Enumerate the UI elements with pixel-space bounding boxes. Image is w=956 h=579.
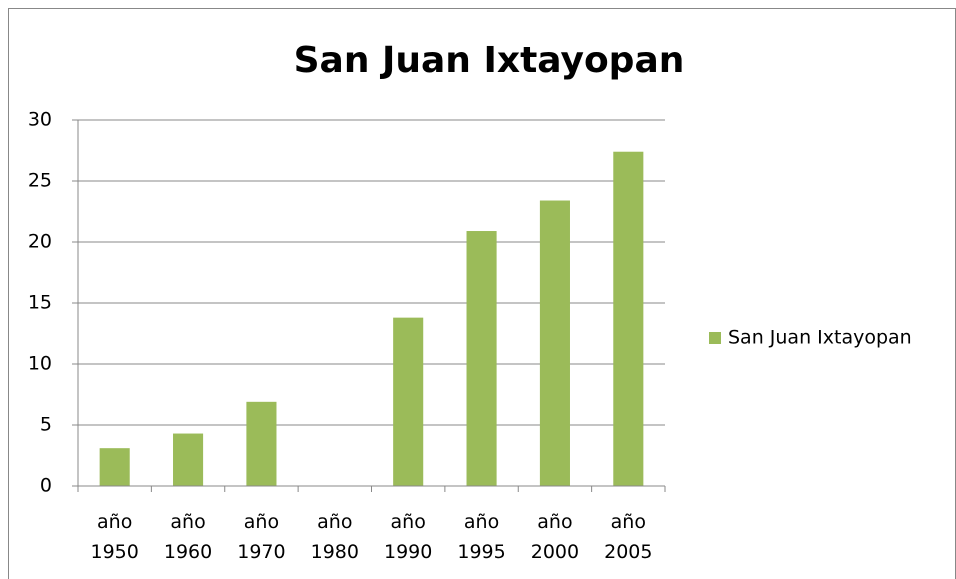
bar xyxy=(539,200,570,486)
x-tick-label: año 2005 xyxy=(604,511,652,563)
x-tick-label: año 1970 xyxy=(237,511,285,563)
bar xyxy=(99,448,130,486)
y-tick-label: 0 xyxy=(40,475,52,497)
bar xyxy=(613,151,644,486)
x-tick-label: año 1960 xyxy=(164,511,212,563)
y-tick-label: 15 xyxy=(28,292,52,314)
y-tick-label: 10 xyxy=(28,353,52,375)
x-tick-label: año 1950 xyxy=(91,511,139,563)
bar xyxy=(466,231,497,486)
bar xyxy=(393,317,424,486)
chart-title: San Juan Ixtayopan xyxy=(294,40,685,81)
y-tick-label: 5 xyxy=(40,414,52,436)
legend-swatch xyxy=(709,332,721,344)
y-tick-label: 30 xyxy=(28,109,52,131)
x-tick-label: año 1995 xyxy=(457,511,505,563)
x-tick-label: año 1990 xyxy=(384,511,432,563)
x-tick-label: año 1980 xyxy=(311,511,359,563)
y-tick-label: 20 xyxy=(28,231,52,253)
bar xyxy=(246,401,277,486)
legend-label: San Juan Ixtayopan xyxy=(728,327,912,349)
bar xyxy=(173,433,204,486)
x-tick-label: año 2000 xyxy=(531,511,579,563)
y-tick-label: 25 xyxy=(28,170,52,192)
